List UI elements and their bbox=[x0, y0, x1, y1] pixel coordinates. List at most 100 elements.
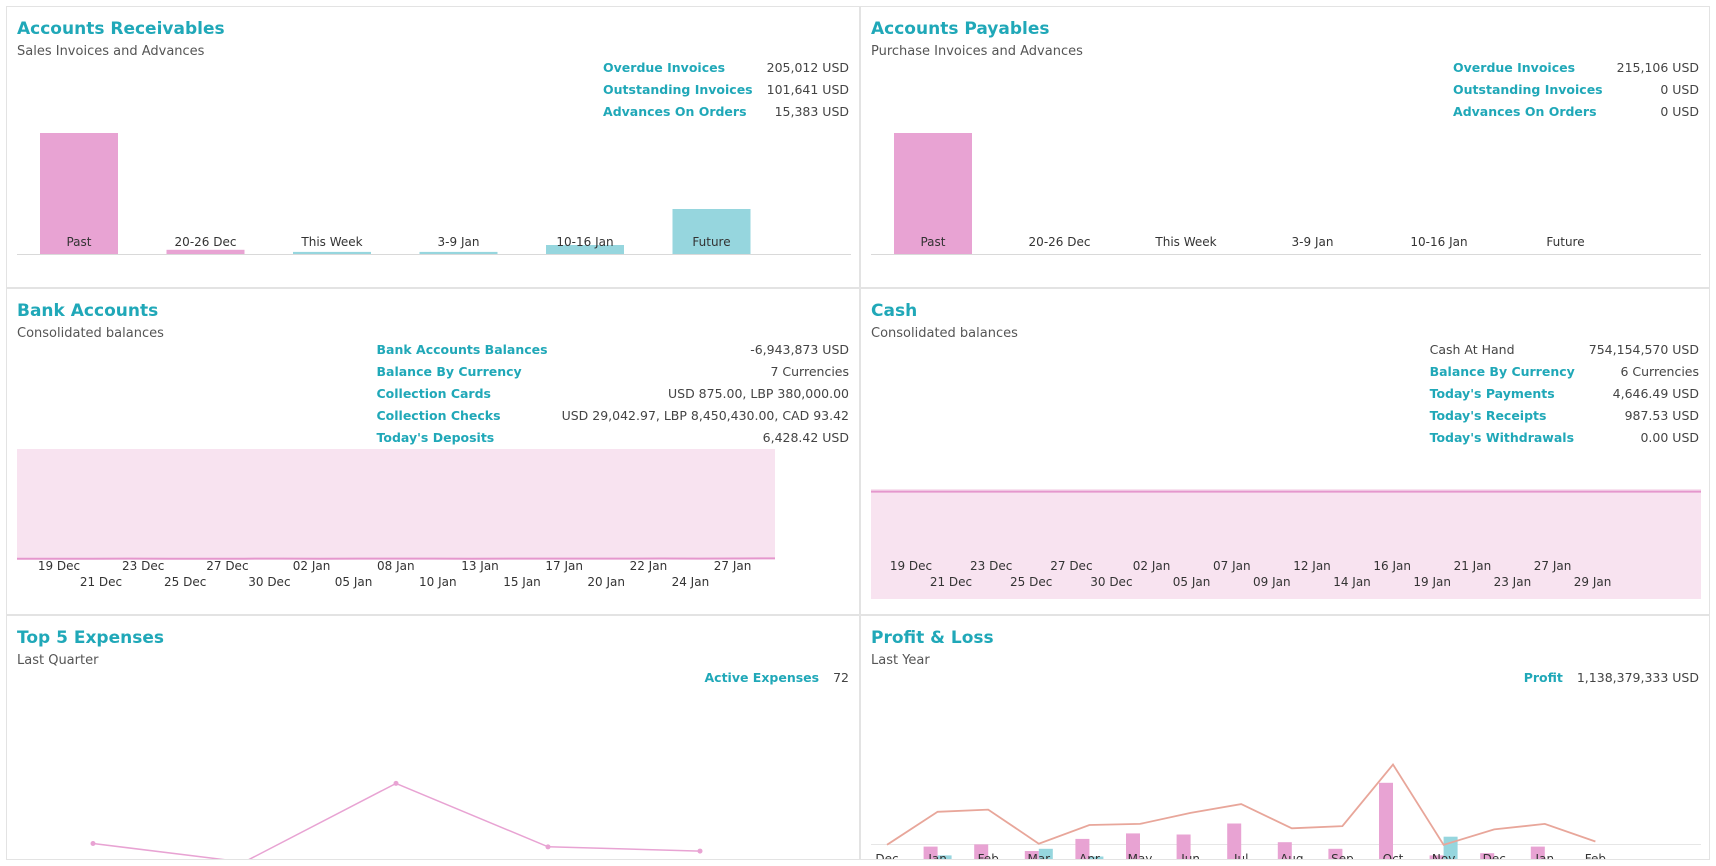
tick-label: 12 Jan bbox=[1293, 559, 1331, 573]
data-point[interactable] bbox=[90, 840, 96, 846]
kpi-label[interactable]: Bank Accounts Balances bbox=[376, 342, 548, 357]
cash-title[interactable]: Cash bbox=[871, 301, 918, 321]
kpi-label[interactable]: Today's Withdrawals bbox=[1429, 430, 1575, 445]
bank-kpis: Bank Accounts Balances -6,943,873 USD Bal… bbox=[377, 342, 850, 452]
bar[interactable] bbox=[974, 844, 989, 859]
pnl-chart: Dec2018Jan2019Feb2019Mar2019Apr2019May20… bbox=[871, 762, 1701, 860]
series-line[interactable] bbox=[92, 782, 701, 859]
expenses-subtitle: Last Quarter bbox=[17, 653, 99, 668]
bar[interactable] bbox=[1038, 848, 1053, 859]
pnl-panel: Profit & Loss Last Year Profit 1,138,379,… bbox=[860, 615, 1710, 860]
data-point[interactable] bbox=[545, 844, 551, 850]
kpi-label[interactable]: Overdue Invoices bbox=[1453, 60, 1576, 75]
kpi-label[interactable]: Today's Payments bbox=[1429, 386, 1555, 401]
profit-line[interactable] bbox=[886, 762, 1596, 846]
kpi-label[interactable]: Overdue Invoices bbox=[603, 60, 726, 75]
kpi-label[interactable]: Active Expenses bbox=[704, 670, 820, 685]
kpi-value: 7 Currencies bbox=[770, 364, 849, 379]
tick-label: 25 Dec bbox=[164, 575, 206, 589]
bar[interactable] bbox=[1379, 782, 1393, 859]
tick-label: 08 Jan bbox=[377, 559, 415, 573]
kpi-value: 15,383 USD bbox=[774, 104, 849, 119]
bar[interactable] bbox=[293, 251, 371, 254]
receivables-title[interactable]: Accounts Receivables bbox=[17, 19, 225, 39]
cash-kpis: Cash At Hand 754,154,570 USD Balance By C… bbox=[1430, 342, 1699, 452]
kpi-row: Balance By Currency 7 Currencies bbox=[377, 364, 850, 386]
bar[interactable] bbox=[40, 133, 118, 254]
kpi-label[interactable]: Collection Cards bbox=[376, 386, 491, 401]
data-point[interactable] bbox=[697, 848, 703, 854]
kpi-label[interactable]: Advances On Orders bbox=[603, 104, 747, 119]
bar[interactable] bbox=[1530, 846, 1545, 859]
tick-label: 23 Dec bbox=[970, 559, 1012, 573]
tick-label: Dec bbox=[875, 852, 898, 859]
tick-label: 23 Jan bbox=[1494, 575, 1532, 589]
tick-label: 30 Dec bbox=[1090, 575, 1132, 589]
kpi-value: 101,641 USD bbox=[766, 82, 849, 97]
kpi-label[interactable]: Today's Deposits bbox=[376, 430, 495, 445]
kpi-row: Advances On Orders 0 USD bbox=[1453, 104, 1699, 126]
kpi-label[interactable]: Balance By Currency bbox=[1429, 364, 1575, 379]
tick-label: Future bbox=[692, 235, 730, 249]
bar[interactable] bbox=[937, 855, 952, 859]
tick-label: 23 Dec bbox=[122, 559, 164, 573]
bar[interactable] bbox=[1480, 853, 1495, 859]
bank-panel: Bank Accounts Consolidated balances Bank… bbox=[6, 288, 860, 615]
bar[interactable] bbox=[1328, 848, 1343, 859]
bar[interactable] bbox=[1429, 855, 1444, 859]
kpi-row: Profit 1,138,379,333 USD bbox=[1524, 670, 1699, 692]
bar[interactable] bbox=[166, 249, 245, 254]
kpi-label[interactable]: Today's Receipts bbox=[1429, 408, 1547, 423]
receivables-chart: Past 20-26 Dec This Week 3-9 Jan 10-16 Jan Fu… bbox=[17, 133, 851, 255]
kpi-row: Today's Receipts 987.53 USD bbox=[1430, 408, 1699, 430]
tick-label: 3-9 Jan bbox=[1292, 235, 1334, 249]
bar[interactable] bbox=[1277, 842, 1292, 859]
tick-label: 30 Dec bbox=[248, 575, 290, 589]
bar[interactable] bbox=[1227, 823, 1242, 860]
tick-label: 19 Dec bbox=[38, 559, 80, 573]
kpi-row: Outstanding Invoices 0 USD bbox=[1453, 82, 1699, 104]
bar[interactable] bbox=[894, 133, 972, 254]
bar[interactable] bbox=[923, 846, 938, 859]
kpi-row: Advances On Orders 15,383 USD bbox=[603, 104, 849, 126]
tick-label: 05 Jan bbox=[335, 575, 373, 589]
kpi-value: USD 29,042.97, LBP 8,450,430.00, CAD 93.… bbox=[561, 408, 849, 423]
kpi-label[interactable]: Collection Checks bbox=[376, 408, 501, 423]
bar[interactable] bbox=[419, 251, 498, 254]
kpi-value: 0 USD bbox=[1660, 104, 1699, 119]
tick-label: 02 Jan bbox=[293, 559, 331, 573]
bar[interactable] bbox=[1126, 833, 1140, 859]
area-fill bbox=[871, 491, 1701, 599]
data-point[interactable] bbox=[393, 780, 399, 786]
bank-title[interactable]: Bank Accounts bbox=[17, 301, 159, 321]
bar[interactable] bbox=[1075, 838, 1090, 859]
kpi-row: Today's Payments 4,646.49 USD bbox=[1430, 386, 1699, 408]
expenses-title[interactable]: Top 5 Expenses bbox=[17, 628, 164, 648]
kpi-label[interactable]: Profit bbox=[1523, 670, 1563, 685]
bar[interactable] bbox=[546, 245, 624, 254]
pnl-kpis: Profit 1,138,379,333 USD bbox=[1524, 670, 1699, 692]
kpi-row: Balance By Currency 6 Currencies bbox=[1430, 364, 1699, 386]
kpi-label[interactable]: Advances On Orders bbox=[1453, 104, 1597, 119]
pnl-title[interactable]: Profit & Loss bbox=[871, 628, 994, 648]
tick-label: Future bbox=[1546, 235, 1584, 249]
kpi-value: 754,154,570 USD bbox=[1588, 342, 1699, 357]
kpi-label[interactable]: Outstanding Invoices bbox=[1453, 82, 1603, 97]
tick-label: This Week bbox=[300, 235, 362, 249]
tick-label: 29 Jan bbox=[1574, 575, 1612, 589]
bar[interactable] bbox=[1089, 856, 1104, 860]
tick-label: Jun bbox=[1180, 852, 1200, 859]
bar[interactable] bbox=[672, 209, 751, 254]
tick-label: 15 Jan bbox=[503, 575, 541, 589]
bar[interactable] bbox=[1024, 851, 1039, 859]
tick-label: Aug bbox=[1280, 852, 1303, 859]
tick-label: 20-26 Dec bbox=[1029, 235, 1091, 249]
bar[interactable] bbox=[1176, 834, 1191, 860]
tick-label: 09 Jan bbox=[1253, 575, 1291, 589]
tick-label: 13 Jan bbox=[461, 559, 499, 573]
tick-label: 20-26 Dec bbox=[175, 235, 237, 249]
kpi-label[interactable]: Outstanding Invoices bbox=[603, 82, 753, 97]
kpi-label[interactable]: Balance By Currency bbox=[376, 364, 522, 379]
payables-title[interactable]: Accounts Payables bbox=[871, 19, 1050, 39]
tick-label: 10-16 Jan bbox=[1410, 235, 1467, 249]
